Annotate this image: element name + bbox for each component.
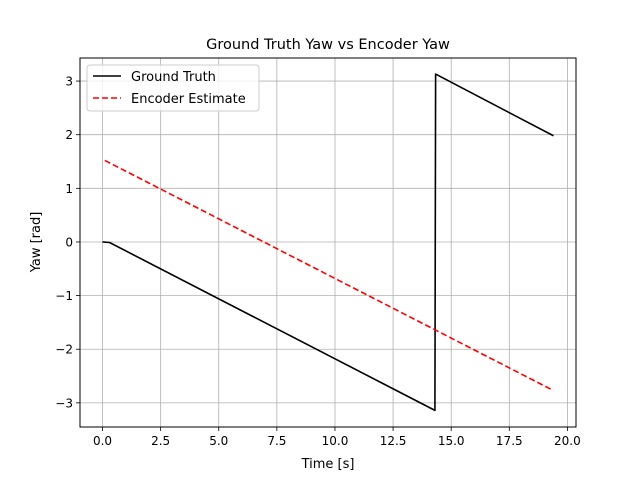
x-tick-label: 12.5 (380, 434, 407, 448)
x-tick-label: 2.5 (151, 434, 170, 448)
x-tick-label: 0.0 (93, 434, 112, 448)
y-tick-label: 0 (65, 235, 73, 249)
y-tick-label: −3 (55, 396, 73, 410)
chart-title: Ground Truth Yaw vs Encoder Yaw (206, 37, 450, 53)
series-line-ground-truth (102, 73, 554, 412)
y-tick-label: 1 (65, 182, 73, 196)
x-tick-label: 5.0 (209, 434, 228, 448)
y-axis-label: Yaw [rad] (29, 212, 44, 274)
legend-box (86, 64, 260, 112)
y-tick-label: 2 (65, 128, 73, 142)
series-layer (102, 73, 554, 412)
x-tick-label: 10.0 (322, 434, 349, 448)
series-line-encoder-estimate (104, 159, 554, 392)
x-axis-ticks: 0.0 2.5 5.0 7.5 10.0 12.5 15.0 17.5 20.0 (93, 427, 581, 448)
y-axis-ticks: −3 −2 −1 0 1 2 3 (55, 75, 80, 410)
x-tick-label: 15.0 (438, 434, 465, 448)
plot-frame (79, 57, 577, 428)
y-tick-label: −2 (55, 343, 73, 357)
x-axis-label: Time [s] (301, 457, 355, 472)
y-tick-label: −1 (55, 289, 73, 303)
grid-lines (80, 58, 576, 427)
legend: Ground Truth Encoder Estimate (86, 64, 260, 112)
legend-label-encoder-estimate: Encoder Estimate (131, 92, 246, 107)
x-tick-label: 17.5 (496, 434, 523, 448)
legend-label-ground-truth: Ground Truth (131, 70, 216, 85)
x-tick-label: 7.5 (267, 434, 286, 448)
x-tick-label: 20.0 (554, 434, 581, 448)
y-tick-label: 3 (65, 75, 73, 89)
